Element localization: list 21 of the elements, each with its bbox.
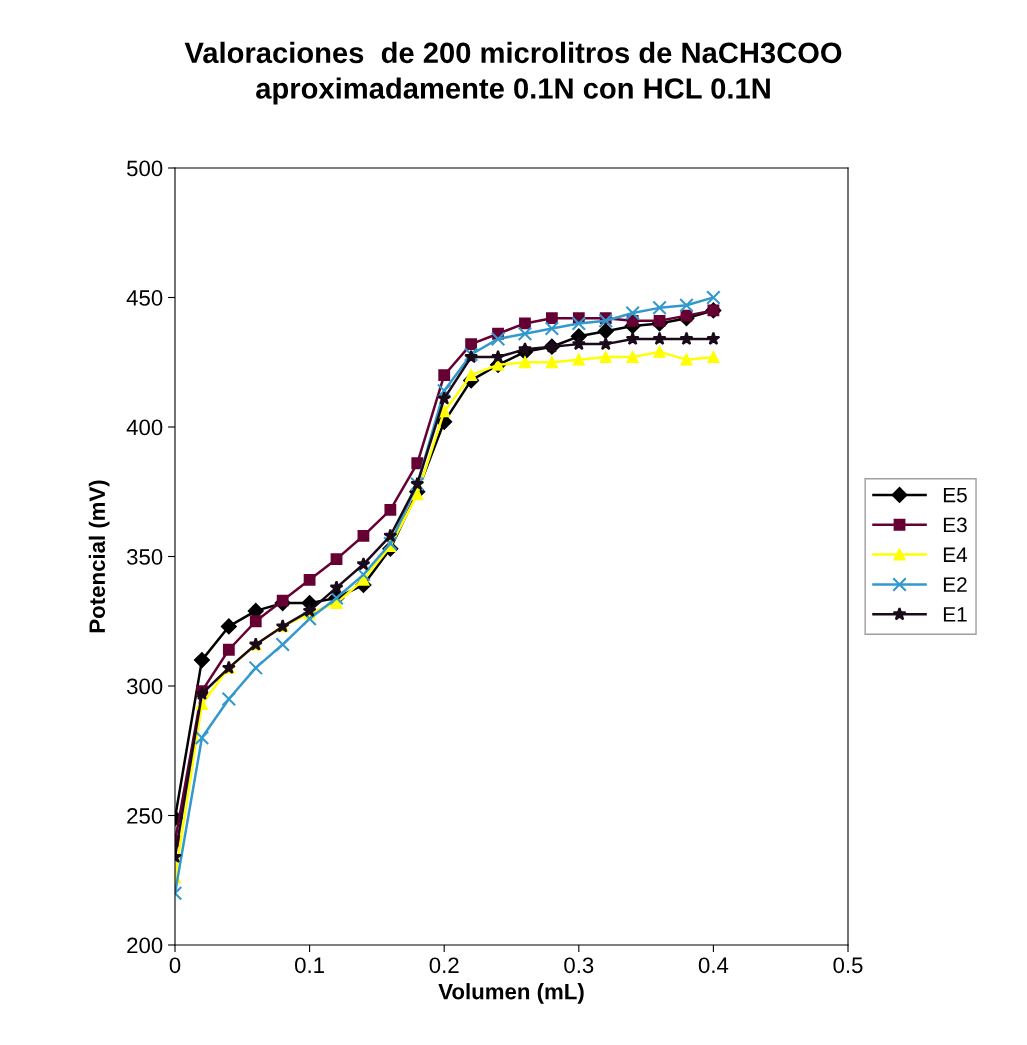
legend-label: E2 bbox=[943, 577, 967, 592]
x-tick-label: 0.1 bbox=[295, 957, 324, 974]
y-tick-label: 500 bbox=[127, 160, 163, 177]
x-tick-label: 0.2 bbox=[429, 957, 459, 974]
y-tick-label: 400 bbox=[126, 419, 163, 436]
y-tick-label: 450 bbox=[126, 290, 163, 306]
x-tick-label: 0.4 bbox=[698, 957, 729, 974]
x-tick-label: 0.5 bbox=[833, 957, 863, 974]
y-tick-label: 300 bbox=[126, 678, 163, 695]
y-axis-title: Potencial (mV) bbox=[88, 480, 110, 633]
legend-label: E3 bbox=[943, 517, 967, 533]
legend-label: E1 bbox=[943, 607, 967, 622]
y-tick-label: 350 bbox=[126, 549, 163, 565]
chart-title: Valoraciones de 200 microlitros de NaCH3COO aproximadamente 0.1N con HCL 0.1N bbox=[184, 41, 842, 105]
legend-label: E5 bbox=[943, 487, 967, 503]
y-tick-label: 200 bbox=[127, 937, 163, 954]
x-tick-label: 0.3 bbox=[564, 957, 594, 974]
legend-label: E4 bbox=[943, 547, 968, 562]
x-axis-title: Volumen (mL) bbox=[438, 983, 584, 1004]
x-tick-label: 0 bbox=[169, 957, 181, 974]
y-tick-label: 250 bbox=[127, 808, 163, 824]
